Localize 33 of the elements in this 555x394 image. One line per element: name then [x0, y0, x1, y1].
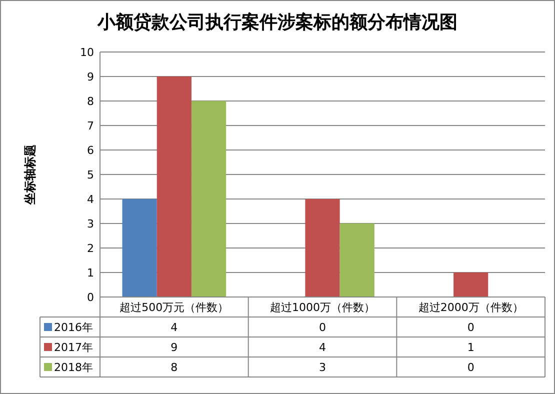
data-label: 0	[467, 321, 474, 334]
y-tick-label: 4	[87, 193, 94, 206]
y-tick-label: 3	[87, 218, 94, 230]
x-tick-label: 超过2000万（件数）	[418, 301, 524, 314]
chart-title: 小额贷款公司执行案件涉案标的额分布情况图	[96, 12, 458, 33]
bar	[191, 101, 226, 297]
y-axis-title: 坐标轴标题	[23, 144, 37, 206]
y-tick-label: 6	[87, 144, 94, 157]
data-label: 3	[319, 361, 326, 374]
data-label: 1	[467, 341, 474, 354]
data-label: 8	[170, 361, 178, 374]
data-label: 9	[170, 341, 178, 354]
bar	[454, 272, 488, 297]
legend-label: 2016年	[54, 321, 93, 334]
y-tick-label: 1	[87, 266, 94, 280]
x-tick-label: 超过500万元（件数）	[120, 301, 229, 314]
y-tick-label: 10	[80, 46, 94, 59]
y-tick-label: 9	[87, 70, 94, 84]
legend-label: 2017年	[54, 341, 93, 354]
bar	[340, 224, 374, 297]
y-tick-label: 5	[87, 168, 94, 182]
data-label: 0	[319, 321, 326, 334]
data-label: 0	[467, 361, 474, 374]
legend-label: 2018年	[54, 361, 93, 374]
y-tick-label: 7	[87, 120, 94, 132]
x-tick-label: 超过1000万（件数）	[270, 301, 375, 314]
y-tick-label: 2	[87, 242, 94, 255]
bar	[305, 199, 340, 297]
y-tick-label: 8	[87, 95, 94, 108]
data-label: 4	[319, 341, 326, 354]
y-tick-label: 0	[87, 291, 94, 304]
data-label: 4	[170, 321, 178, 334]
bar	[156, 76, 192, 297]
